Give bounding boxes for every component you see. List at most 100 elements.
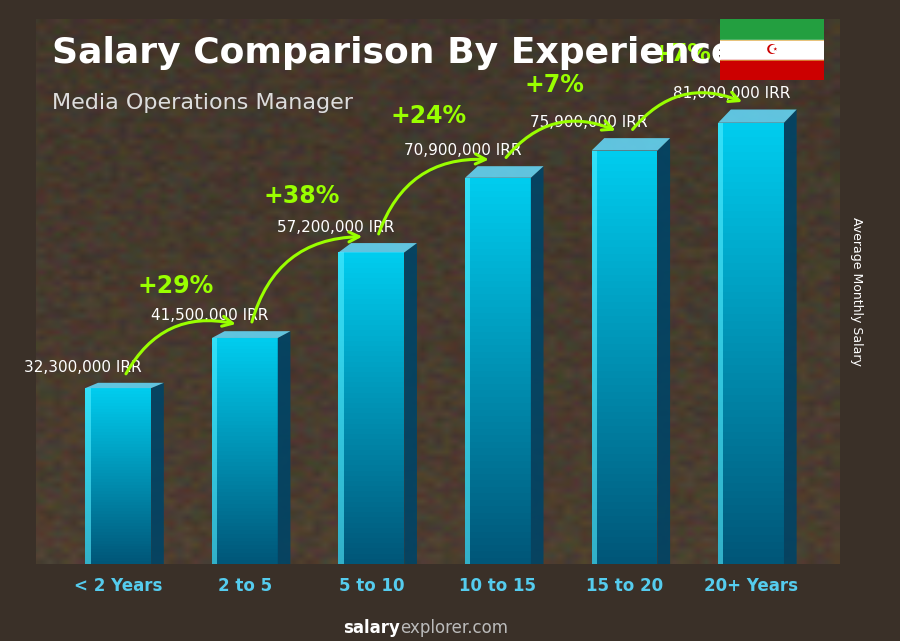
Bar [465,461,531,467]
Bar [465,397,531,403]
Bar [338,377,404,382]
Bar [86,485,151,488]
Bar [212,553,278,556]
Bar [465,281,531,287]
Bar [212,379,278,383]
Text: +7%: +7% [652,42,711,66]
Bar [338,356,404,362]
Bar [465,338,531,345]
Bar [212,410,278,413]
Text: 70,900,000 IRR: 70,900,000 IRR [404,143,521,158]
Bar [718,344,784,351]
Bar [86,397,151,400]
Bar [465,474,531,480]
Bar [591,399,657,406]
Bar [718,160,784,167]
Bar [718,233,784,240]
Bar [338,470,404,476]
Bar [212,353,278,357]
Bar [465,480,531,487]
Bar [718,152,784,160]
Bar [338,341,404,346]
Bar [86,508,151,512]
Bar [718,549,784,557]
Bar [338,294,404,299]
Bar [591,185,657,192]
Bar [212,500,278,504]
Bar [591,454,657,461]
Bar [86,526,151,529]
Bar [212,364,278,368]
Bar [718,270,784,277]
Bar [212,462,278,466]
Bar [338,398,404,403]
Bar [591,151,657,158]
Bar [465,487,531,494]
Bar [591,481,657,488]
Bar [718,263,784,270]
Bar [465,217,531,223]
Bar [591,302,657,309]
Bar [718,285,784,292]
Bar [718,122,724,564]
Bar [86,512,151,514]
Bar [591,461,657,467]
Bar [212,455,278,458]
Bar [465,236,531,242]
Bar [86,432,151,435]
Bar [465,345,531,352]
Bar [718,145,784,152]
Bar [338,434,404,440]
Bar [338,419,404,424]
Bar [212,519,278,522]
Bar [338,335,404,341]
Bar [591,192,657,199]
Bar [212,522,278,526]
Bar [338,408,404,413]
Bar [718,446,784,454]
Bar [465,326,531,332]
Bar [338,549,404,554]
Bar [338,387,404,393]
Bar [465,178,531,184]
Bar [86,503,151,505]
Bar [338,330,404,335]
Bar [212,488,278,492]
Bar [591,495,657,502]
Bar [212,556,278,560]
Bar [591,178,657,185]
Bar [591,529,657,537]
Bar [591,254,657,261]
Bar [465,448,531,454]
Bar [212,432,278,436]
Bar [338,512,404,517]
Bar [212,424,278,428]
Bar [465,429,531,435]
Bar [212,372,278,376]
Bar [591,274,657,281]
Text: 81,000,000 IRR: 81,000,000 IRR [673,87,791,101]
Bar [465,268,531,274]
Bar [718,454,784,461]
Bar [338,455,404,460]
Bar [591,433,657,440]
Bar [591,288,657,296]
Bar [718,520,784,528]
Bar [591,316,657,323]
Bar [212,478,278,481]
Bar [86,470,151,473]
Bar [591,323,657,329]
Bar [338,497,404,502]
Bar [86,391,151,394]
Bar [465,178,471,564]
Bar [212,526,278,530]
Bar [465,287,531,294]
Bar [465,332,531,338]
Bar [338,554,404,559]
Bar [465,274,531,281]
Bar [591,164,657,171]
Bar [86,438,151,441]
Bar [86,547,151,549]
Bar [338,258,404,263]
Bar [86,453,151,456]
